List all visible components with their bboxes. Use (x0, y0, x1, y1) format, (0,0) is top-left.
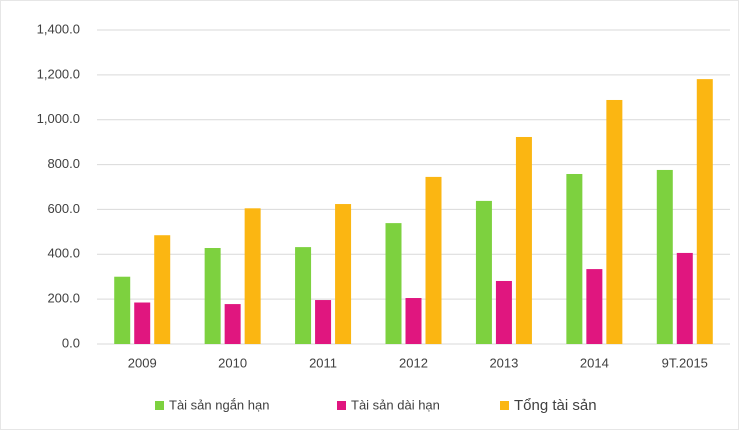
bar (656, 169, 673, 344)
legend-label: Tài sản dài hạn (351, 397, 440, 412)
bar (586, 269, 603, 344)
bar (114, 276, 131, 344)
bar (154, 235, 171, 344)
legend-swatch (337, 401, 346, 410)
legend-swatch (155, 401, 164, 410)
x-tick-label: 2014 (580, 355, 609, 370)
bar (224, 304, 241, 344)
y-tick-label: 600.0 (47, 201, 80, 216)
y-tick-label: 200.0 (47, 291, 80, 306)
bar (315, 300, 332, 344)
bar (475, 200, 492, 344)
y-tick-label: 800.0 (47, 156, 80, 171)
legend-label: Tổng tài sản (514, 397, 597, 414)
x-tick-label: 2011 (309, 355, 337, 370)
y-tick-label: 0.0 (62, 335, 80, 350)
bar (295, 247, 312, 344)
x-tick-label: 2012 (399, 355, 428, 370)
bar (696, 79, 713, 345)
bar (405, 298, 422, 344)
y-tick-label: 1,000.0 (37, 111, 80, 126)
bar (244, 208, 261, 344)
bar (566, 173, 583, 344)
bar (425, 176, 442, 344)
bar (515, 136, 532, 344)
x-tick-label: 2010 (218, 355, 247, 370)
bar (204, 248, 221, 344)
x-tick-label: 9T.2015 (662, 355, 708, 370)
legend-label: Tài sản ngắn hạn (169, 397, 269, 412)
bar (335, 204, 352, 344)
y-tick-label: 400.0 (47, 246, 80, 261)
y-tick-label: 1,200.0 (37, 66, 80, 81)
x-tick-label: 2013 (489, 355, 518, 370)
x-tick-label: 2009 (128, 355, 157, 370)
bar (676, 252, 693, 344)
bar (134, 302, 151, 344)
y-tick-label: 1,400.0 (37, 21, 80, 36)
bar (606, 99, 623, 344)
bar (495, 280, 512, 344)
bar (385, 223, 402, 344)
legend-swatch (500, 401, 509, 410)
